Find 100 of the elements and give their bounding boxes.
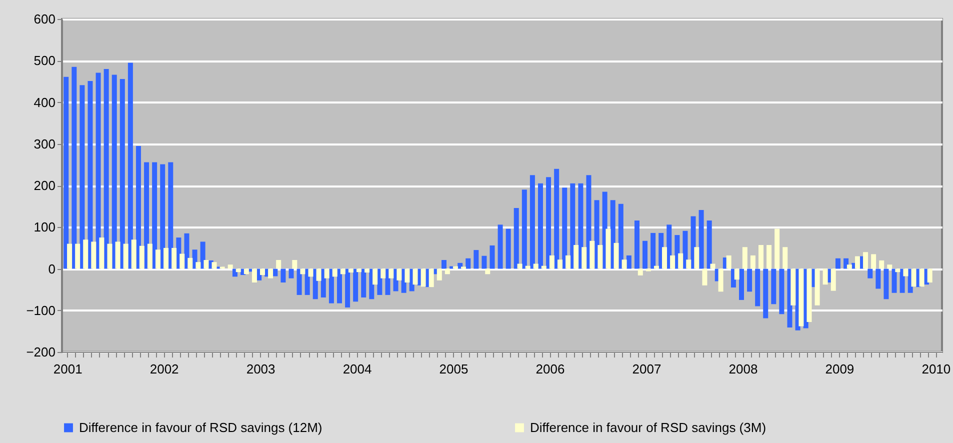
x-tick-label: 2002 — [150, 362, 179, 376]
bar — [236, 268, 241, 272]
y-tick-label: 400 — [34, 94, 56, 110]
bar — [774, 228, 780, 269]
x-tick-label: 2009 — [825, 362, 854, 376]
y-tick-label: 200 — [34, 178, 56, 193]
bar — [112, 74, 117, 269]
y-tick-label: 600 — [34, 12, 56, 26]
bar — [614, 242, 619, 269]
bar — [388, 268, 394, 278]
bar — [345, 268, 350, 308]
bar — [718, 268, 724, 292]
bar — [300, 268, 306, 274]
x-tick-label: 2001 — [53, 362, 82, 376]
bar — [131, 240, 136, 269]
bar — [650, 232, 656, 269]
bar — [549, 255, 554, 269]
bar — [136, 146, 141, 269]
bar — [104, 68, 109, 269]
bar — [822, 268, 828, 285]
bar — [642, 240, 648, 269]
bar — [622, 260, 627, 269]
bar — [466, 258, 471, 269]
bar — [868, 268, 873, 278]
bar — [292, 260, 298, 269]
bar — [747, 268, 752, 292]
bar — [758, 245, 764, 269]
legend-label: Difference in favour of RSD savings (3M) — [530, 420, 766, 435]
bar — [782, 247, 788, 269]
bar — [482, 256, 487, 269]
bar — [404, 268, 410, 282]
bar — [96, 72, 101, 269]
bar — [574, 245, 579, 269]
bar — [308, 268, 314, 277]
bar — [557, 260, 562, 269]
x-tick-label: 2010 — [922, 362, 951, 376]
bar — [356, 268, 362, 272]
bar — [353, 268, 358, 302]
x-tick-label: 2003 — [246, 362, 276, 376]
bar — [814, 268, 820, 306]
bar — [99, 238, 104, 269]
bar — [144, 162, 150, 269]
bar — [340, 268, 346, 274]
bar — [276, 260, 282, 269]
bar — [506, 228, 511, 269]
y-tick-label: 100 — [34, 220, 56, 235]
bar — [755, 268, 760, 306]
bar — [590, 240, 595, 269]
bar — [244, 268, 249, 274]
bar — [444, 268, 450, 274]
bar — [694, 247, 700, 269]
bar — [107, 244, 112, 269]
bar — [530, 175, 535, 269]
bar — [598, 245, 603, 269]
y-tick-label: 500 — [34, 53, 56, 68]
bar — [168, 162, 174, 269]
bar — [288, 268, 294, 278]
bar — [638, 268, 643, 276]
bar — [678, 253, 684, 269]
bar — [790, 268, 796, 306]
bar — [578, 183, 584, 269]
bar — [582, 247, 587, 269]
bar — [348, 268, 354, 272]
bar — [830, 268, 836, 291]
bar — [562, 188, 568, 269]
y-tick-label: −100 — [26, 302, 56, 318]
bar — [204, 260, 209, 269]
bar — [806, 268, 812, 322]
bar — [316, 268, 322, 281]
bar — [698, 210, 704, 269]
bar — [490, 245, 495, 269]
bar — [172, 248, 177, 269]
bar — [380, 268, 386, 278]
bar — [541, 266, 546, 269]
bar — [911, 268, 916, 287]
bar — [702, 268, 708, 286]
bar — [726, 255, 732, 269]
bar — [296, 268, 302, 295]
x-tick-label: 2007 — [632, 362, 662, 376]
bar — [662, 247, 668, 269]
bar — [871, 254, 876, 269]
x-tick-label: 2006 — [536, 362, 565, 376]
bar — [280, 268, 286, 282]
bar — [123, 244, 128, 269]
bar — [903, 268, 908, 276]
bar — [228, 264, 233, 269]
bar — [892, 268, 897, 293]
bar — [180, 254, 185, 269]
bar — [734, 268, 740, 280]
bar — [188, 258, 193, 269]
bar — [514, 208, 519, 269]
bar — [260, 268, 266, 275]
bar — [72, 66, 77, 269]
bar — [252, 268, 257, 282]
bar — [538, 183, 543, 269]
bar — [670, 255, 676, 269]
bar — [412, 268, 418, 285]
bar — [396, 268, 402, 280]
bar — [442, 260, 447, 269]
bar — [372, 268, 378, 285]
